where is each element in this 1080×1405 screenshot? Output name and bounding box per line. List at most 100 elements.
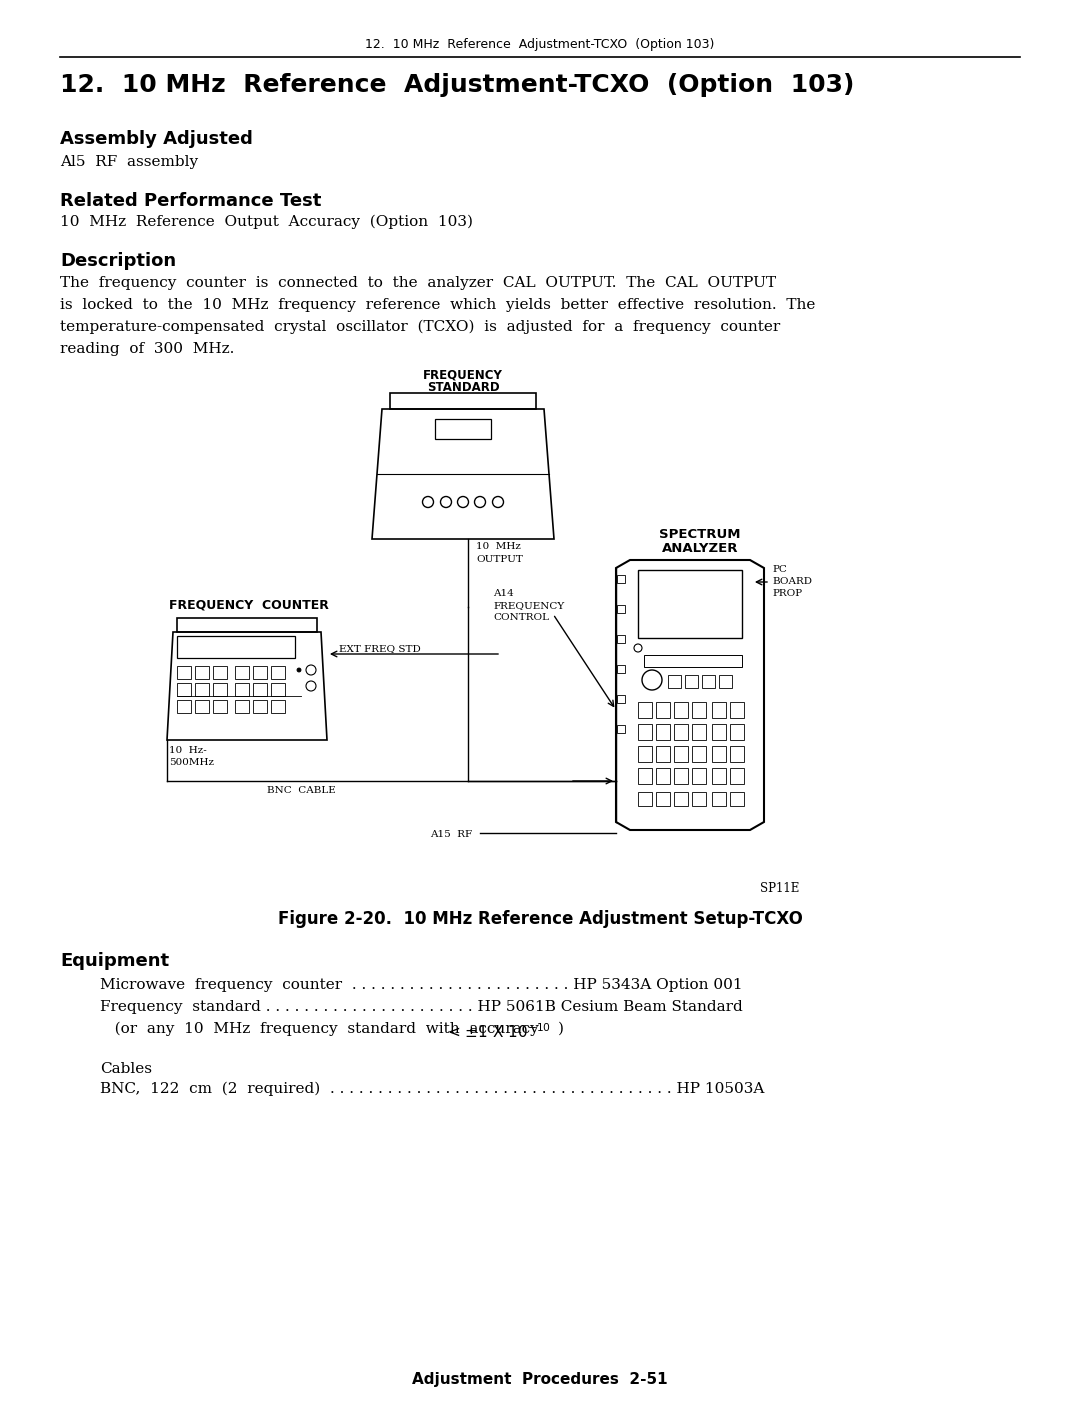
Bar [253,683,267,695]
Text: 500MHz: 500MHz [168,759,214,767]
Text: 10  MHz: 10 MHz [476,542,521,551]
Bar [656,792,670,806]
Bar [638,702,652,718]
Text: Microwave  frequency  counter  . . . . . . . . . . . . . . . . . . . . . . . HP : Microwave frequency counter . . . . . . … [100,978,743,992]
Bar [712,724,726,740]
Text: Adjustment  Procedures  2-51: Adjustment Procedures 2-51 [413,1373,667,1387]
Text: BNC,  122  cm  (2  required)  . . . . . . . . . . . . . . . . . . . . . . . . . : BNC, 122 cm (2 required) . . . . . . . .… [100,1082,765,1096]
Bar [644,655,742,667]
Bar [656,724,670,740]
Bar [617,725,625,733]
Bar [435,419,491,438]
Bar [730,724,744,740]
Bar [235,700,249,712]
Bar [656,702,670,718]
Text: PROP: PROP [772,589,802,599]
Bar [702,674,715,688]
Text: A15  RF: A15 RF [430,830,472,839]
Bar [213,700,227,712]
Bar [674,702,688,718]
Text: (or  any  10  MHz  frequency  standard  with  accuracy: (or any 10 MHz frequency standard with a… [100,1021,549,1037]
Bar [669,674,681,688]
Circle shape [297,667,301,672]
Bar [730,702,744,718]
Bar [271,683,285,695]
Bar [692,702,706,718]
Bar [692,792,706,806]
Bar [271,666,285,679]
Text: Al5  RF  assembly: Al5 RF assembly [60,155,198,169]
Bar [195,700,210,712]
Text: SPECTRUM: SPECTRUM [659,528,741,541]
Text: 10  Hz-: 10 Hz- [168,746,206,754]
Bar [617,606,625,613]
Bar [674,724,688,740]
Text: 10  MHz  Reference  Output  Accuracy  (Option  103): 10 MHz Reference Output Accuracy (Option… [60,215,473,229]
Text: EXT FREQ STD: EXT FREQ STD [339,643,421,653]
Bar [617,575,625,583]
Bar [712,702,726,718]
Bar [685,674,698,688]
Bar [638,570,742,638]
Bar [235,683,249,695]
Text: BNC  CABLE: BNC CABLE [267,785,336,795]
Bar [177,636,295,658]
Bar [638,769,652,784]
Bar [692,724,706,740]
Text: ): ) [558,1021,564,1035]
Bar [235,666,249,679]
Bar [195,683,210,695]
Bar [712,792,726,806]
Text: Figure 2-20.  10 MHz Reference Adjustment Setup-TCXO: Figure 2-20. 10 MHz Reference Adjustment… [278,910,802,927]
Bar [213,683,227,695]
Bar [730,769,744,784]
Bar [195,666,210,679]
Bar [656,746,670,762]
Bar [730,746,744,762]
Text: 12.  10 MHz  Reference  Adjustment-TCXO  (Option  103): 12. 10 MHz Reference Adjustment-TCXO (Op… [60,73,854,97]
Text: Description: Description [60,251,176,270]
Text: STANDARD: STANDARD [427,381,499,393]
Text: Related Performance Test: Related Performance Test [60,192,322,209]
Text: ANALYZER: ANALYZER [662,542,739,555]
Text: The  frequency  counter  is  connected  to  the  analyzer  CAL  OUTPUT.  The  CA: The frequency counter is connected to th… [60,275,777,289]
Text: Frequency  standard . . . . . . . . . . . . . . . . . . . . . . HP 5061B Cesium : Frequency standard . . . . . . . . . . .… [100,1000,743,1014]
Bar [656,769,670,784]
Text: FREQUENCY: FREQUENCY [423,368,503,381]
Text: is  locked  to  the  10  MHz  frequency  reference  which  yields  better  effec: is locked to the 10 MHz frequency refere… [60,298,815,312]
Bar [674,769,688,784]
Text: $<\!\pm\!1\ \mathrm{X}\ 10^{-10}$: $<\!\pm\!1\ \mathrm{X}\ 10^{-10}$ [445,1021,551,1041]
Bar [638,724,652,740]
Bar [674,792,688,806]
Text: A14: A14 [492,589,514,599]
Text: CONTROL: CONTROL [492,613,549,622]
Bar [638,746,652,762]
Text: temperature-compensated  crystal  oscillator  (TCXO)  is  adjusted  for  a  freq: temperature-compensated crystal oscillat… [60,320,780,334]
Text: BOARD: BOARD [772,577,812,586]
Bar [712,769,726,784]
Text: 12.  10 MHz  Reference  Adjustment-TCXO  (Option 103): 12. 10 MHz Reference Adjustment-TCXO (Op… [365,38,715,51]
Bar [213,666,227,679]
Bar [692,769,706,784]
Bar [638,792,652,806]
Bar [617,635,625,643]
Text: FREQUENCY: FREQUENCY [492,601,564,610]
Text: PC: PC [772,565,787,575]
Bar [177,666,191,679]
Bar [730,792,744,806]
Bar [253,700,267,712]
Bar [692,746,706,762]
Bar [253,666,267,679]
Text: SP11E: SP11E [760,882,799,895]
Text: reading  of  300  MHz.: reading of 300 MHz. [60,341,234,355]
Bar [617,665,625,673]
Text: Assembly Adjusted: Assembly Adjusted [60,131,253,148]
Bar [617,695,625,702]
Bar [719,674,732,688]
Text: Cables: Cables [100,1062,152,1076]
Bar [674,746,688,762]
Bar [177,700,191,712]
Text: OUTPUT: OUTPUT [476,555,523,563]
Bar [271,700,285,712]
Bar [177,683,191,695]
